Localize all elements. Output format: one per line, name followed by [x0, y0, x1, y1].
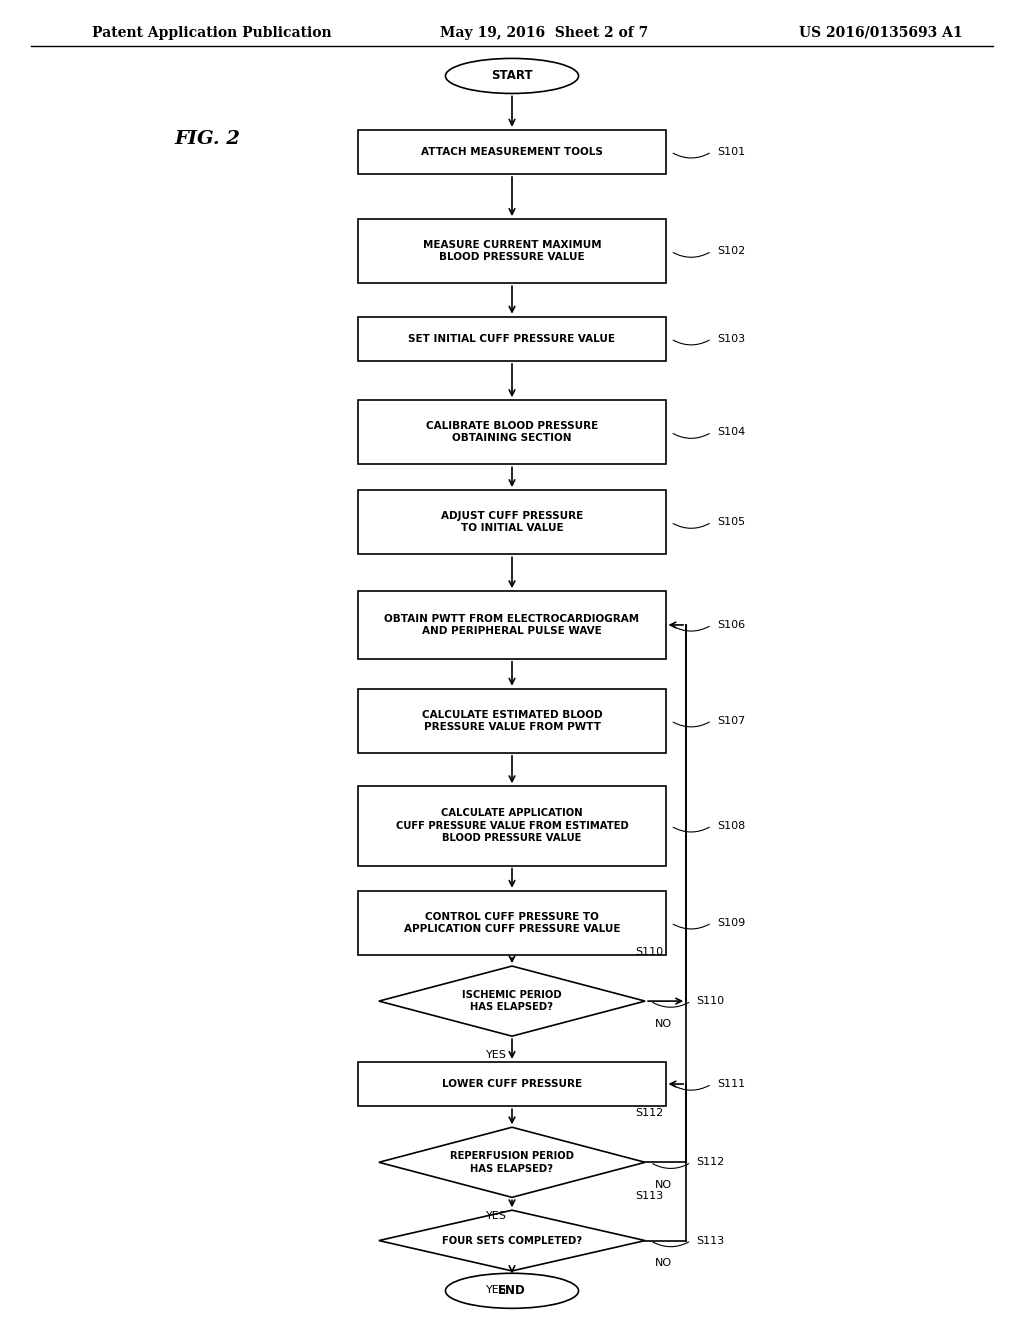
Text: SET INITIAL CUFF PRESSURE VALUE: SET INITIAL CUFF PRESSURE VALUE — [409, 334, 615, 343]
Text: ISCHEMIC PERIOD
HAS ELAPSED?: ISCHEMIC PERIOD HAS ELAPSED? — [462, 990, 562, 1012]
Text: ADJUST CUFF PRESSURE
TO INITIAL VALUE: ADJUST CUFF PRESSURE TO INITIAL VALUE — [441, 511, 583, 533]
FancyBboxPatch shape — [358, 591, 666, 659]
Polygon shape — [379, 966, 645, 1036]
Text: S111: S111 — [717, 1078, 744, 1089]
Text: S113: S113 — [696, 1236, 724, 1246]
Text: S104: S104 — [717, 428, 745, 437]
Text: S110: S110 — [635, 946, 663, 957]
Text: CALCULATE ESTIMATED BLOOD
PRESSURE VALUE FROM PWTT: CALCULATE ESTIMATED BLOOD PRESSURE VALUE… — [422, 710, 602, 733]
Text: May 19, 2016  Sheet 2 of 7: May 19, 2016 Sheet 2 of 7 — [440, 26, 648, 40]
Text: CALIBRATE BLOOD PRESSURE
OBTAINING SECTION: CALIBRATE BLOOD PRESSURE OBTAINING SECTI… — [426, 421, 598, 444]
FancyBboxPatch shape — [358, 689, 666, 752]
FancyBboxPatch shape — [358, 219, 666, 284]
Text: OBTAIN PWTT FROM ELECTROCARDIOGRAM
AND PERIPHERAL PULSE WAVE: OBTAIN PWTT FROM ELECTROCARDIOGRAM AND P… — [384, 614, 640, 636]
Text: S108: S108 — [717, 821, 745, 830]
Text: S112: S112 — [635, 1107, 664, 1118]
Text: S106: S106 — [717, 620, 744, 630]
FancyBboxPatch shape — [358, 490, 666, 554]
Text: S110: S110 — [696, 997, 724, 1006]
Text: CALCULATE APPLICATION
CUFF PRESSURE VALUE FROM ESTIMATED
BLOOD PRESSURE VALUE: CALCULATE APPLICATION CUFF PRESSURE VALU… — [395, 808, 629, 843]
FancyBboxPatch shape — [358, 400, 666, 465]
Text: S107: S107 — [717, 715, 745, 726]
Text: S113: S113 — [635, 1191, 663, 1201]
Text: Patent Application Publication: Patent Application Publication — [92, 26, 332, 40]
Text: END: END — [498, 1284, 526, 1298]
Text: S102: S102 — [717, 246, 745, 256]
Ellipse shape — [445, 1274, 579, 1308]
Text: REPERFUSION PERIOD
HAS ELAPSED?: REPERFUSION PERIOD HAS ELAPSED? — [450, 1151, 574, 1173]
Text: YES: YES — [486, 1212, 507, 1221]
FancyBboxPatch shape — [358, 1061, 666, 1106]
Polygon shape — [379, 1210, 645, 1271]
Text: S103: S103 — [717, 334, 744, 343]
Text: YES: YES — [486, 1051, 507, 1060]
Text: YES: YES — [486, 1284, 507, 1295]
Text: S109: S109 — [717, 917, 745, 928]
Text: FOUR SETS COMPLETED?: FOUR SETS COMPLETED? — [442, 1236, 582, 1246]
Text: FIG. 2: FIG. 2 — [174, 129, 240, 148]
Text: S112: S112 — [696, 1158, 725, 1167]
Text: NO: NO — [655, 1258, 673, 1269]
FancyBboxPatch shape — [358, 891, 666, 954]
Text: START: START — [492, 70, 532, 82]
Polygon shape — [379, 1127, 645, 1197]
FancyBboxPatch shape — [358, 317, 666, 360]
FancyBboxPatch shape — [358, 787, 666, 866]
Text: NO: NO — [655, 1019, 673, 1028]
Text: S105: S105 — [717, 517, 744, 527]
Text: US 2016/0135693 A1: US 2016/0135693 A1 — [799, 26, 963, 40]
Text: ATTACH MEASUREMENT TOOLS: ATTACH MEASUREMENT TOOLS — [421, 147, 603, 157]
Text: CONTROL CUFF PRESSURE TO
APPLICATION CUFF PRESSURE VALUE: CONTROL CUFF PRESSURE TO APPLICATION CUF… — [403, 912, 621, 935]
FancyBboxPatch shape — [358, 129, 666, 174]
Text: LOWER CUFF PRESSURE: LOWER CUFF PRESSURE — [442, 1078, 582, 1089]
Ellipse shape — [445, 58, 579, 94]
Text: NO: NO — [655, 1180, 673, 1189]
Text: MEASURE CURRENT MAXIMUM
BLOOD PRESSURE VALUE: MEASURE CURRENT MAXIMUM BLOOD PRESSURE V… — [423, 240, 601, 263]
Text: S101: S101 — [717, 147, 744, 157]
